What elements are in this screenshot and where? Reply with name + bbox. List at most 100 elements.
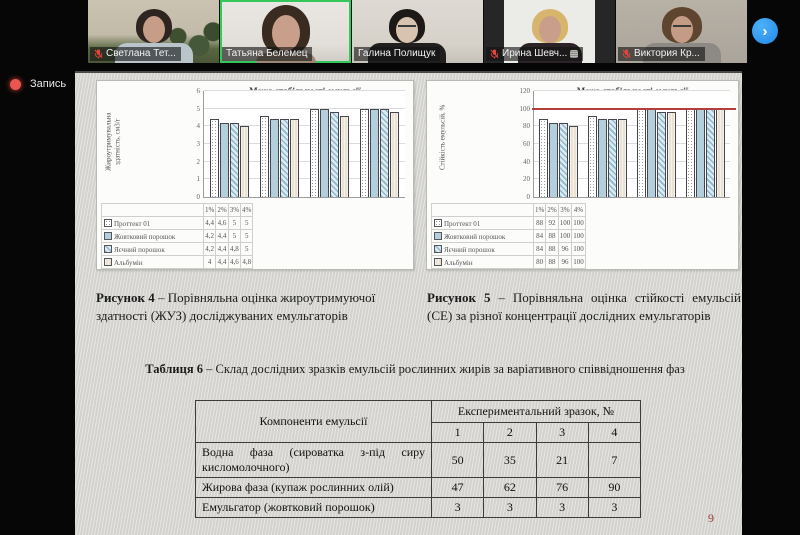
legend-key-icon	[104, 231, 112, 240]
plot-area: 0 1 2 3 4 5 6	[197, 87, 405, 201]
bar	[549, 122, 558, 197]
bar	[588, 115, 597, 197]
mic-muted-icon	[622, 49, 631, 58]
category-label: 4%	[571, 203, 586, 217]
bar	[716, 108, 725, 197]
series-value-cell: 4,2	[202, 229, 217, 243]
y-axis-label-line: Стійкість емульсій, %	[438, 104, 447, 171]
y-axis-label: Стійкість емульсій, %	[439, 84, 448, 190]
bar	[239, 126, 249, 197]
composition-value: 35	[483, 442, 537, 478]
composition-row: Жирова фаза (купаж рослинних олій) 47 62 76…	[195, 477, 642, 498]
next-participants-button[interactable]: ›	[752, 18, 778, 44]
participant-tile-3[interactable]: Галина Полищук	[352, 0, 484, 63]
y-tick-label: 4	[196, 122, 201, 131]
recording-label: Запись	[30, 78, 67, 90]
series-value-cell: 96	[557, 242, 573, 256]
series-value-cell: 4,8	[240, 255, 254, 269]
table-6-title: Таблиця 6 – Склад дослідних зразків емул…	[145, 362, 685, 376]
gridline	[204, 143, 405, 144]
participant-tile-1[interactable]: Светлана Тет...	[88, 0, 220, 63]
legend-key-icon	[434, 218, 442, 227]
series-value-cell: 100	[557, 229, 573, 243]
bar-group	[254, 91, 304, 197]
composition-value: 3	[430, 497, 485, 518]
bar	[559, 122, 568, 197]
figure-5-chart-panel: Стійкість емульсій, % Межа стабільності …	[426, 80, 739, 270]
bar	[380, 108, 390, 197]
series-name-cell: Альбумін	[101, 255, 204, 269]
composition-value: 3	[483, 497, 537, 518]
participant-name: Татьяна Белемец	[226, 48, 308, 59]
sample-number: 2	[483, 422, 537, 443]
y-tick-label: 0	[526, 193, 531, 201]
series-value-cell: 4,6	[227, 255, 242, 269]
series-name-cell: Жовтковий порошок	[101, 229, 204, 243]
series-name-cell: Альбумін	[431, 255, 534, 269]
series-value-cell: 4,4	[215, 242, 229, 256]
y-tick-label: 1	[196, 175, 201, 184]
bar-group	[534, 91, 583, 197]
category-label: 2%	[545, 203, 559, 217]
participant-tile-2[interactable]: Татьяна Белемец	[220, 0, 352, 63]
sample-number: 4	[587, 422, 642, 443]
gridline	[534, 90, 730, 91]
gridline	[204, 125, 405, 127]
series-value-cell: 96	[557, 255, 573, 269]
figure-4-caption: Рисунок 4 – Порівняльна оцінка жироутрим…	[96, 290, 376, 323]
bar	[209, 119, 219, 197]
participant-name-label: Галина Полищук	[354, 47, 441, 61]
bars-container	[204, 91, 405, 197]
series-value-cell: 84	[532, 229, 547, 243]
bar	[279, 119, 289, 197]
chart-table-series-row: Проттект 01 88 92 100 100	[431, 216, 586, 230]
composition-value: 21	[535, 442, 589, 478]
chart-table-header-row: 1% 2% 3% 4%	[431, 203, 586, 217]
y-tick-label: 60	[523, 140, 530, 148]
participant-name: Виктория Кр...	[634, 48, 700, 59]
y-tick-label: 5	[196, 104, 201, 113]
composition-row-label: Жирова фаза (купаж рослинних олій)	[195, 477, 432, 498]
bar	[330, 112, 340, 197]
reference-line	[532, 107, 736, 110]
composition-value: 50	[430, 442, 485, 478]
composition-value: 90	[587, 477, 642, 498]
chart-table-series-row: Альбумін 80 88 96 100	[431, 255, 586, 269]
gridline	[204, 178, 405, 180]
y-axis-label-line: Жироутримувальна	[104, 112, 113, 172]
series-value-cell: 5	[227, 229, 242, 243]
bar	[598, 119, 607, 197]
bar	[539, 119, 548, 197]
gridline	[204, 160, 405, 162]
y-tick-label: 80	[523, 122, 530, 131]
series-value-cell: 4,2	[202, 242, 217, 256]
bar	[637, 108, 646, 197]
chart-table-header-row: 1% 2% 3% 4%	[101, 203, 254, 217]
chart-data-table: 1% 2% 3% 4% Проттект 01 4,4 4,6 5 5 Жовтковий пор…	[101, 203, 254, 269]
composition-value: 7	[587, 442, 642, 478]
participant-tile-4[interactable]: Ирина Шевч...	[484, 0, 616, 63]
y-axis-label: Жироутримувальна здатність, см3/г	[104, 89, 122, 195]
composition-col1-header: Компоненти емульсії	[195, 400, 432, 443]
bar	[390, 112, 400, 197]
category-label: 4%	[240, 203, 254, 217]
participant-tile-5[interactable]: Виктория Кр...	[616, 0, 748, 63]
figure-5-caption: Рисунок 5 – Порівняльна оцінка стійкості…	[427, 290, 741, 323]
series-value-cell: 4,4	[202, 216, 217, 230]
participant-name: Светлана Тет...	[106, 48, 176, 59]
composition-value: 3	[587, 497, 642, 518]
bar	[219, 122, 229, 197]
bar	[259, 115, 269, 197]
y-tick-label: 0	[196, 193, 201, 201]
mic-muted-icon	[490, 49, 499, 58]
gridline	[534, 178, 730, 180]
series-value-cell: 4,8	[227, 242, 242, 256]
chart-table-series-row: Яєчний порошок 84 88 96 100	[431, 242, 586, 256]
series-value-cell: 100	[557, 216, 573, 230]
bar	[608, 119, 617, 197]
bar	[686, 108, 695, 197]
series-name-cell: Проттект 01	[431, 216, 534, 230]
glasses	[672, 25, 691, 31]
